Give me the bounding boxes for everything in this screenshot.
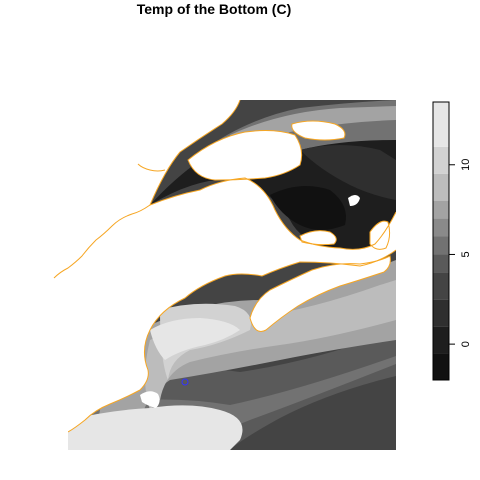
colorbar-band xyxy=(433,299,449,327)
coastlines xyxy=(68,100,396,433)
land-mainland xyxy=(68,100,396,432)
map-title: Temp of the Bottom (C) xyxy=(136,1,292,17)
raster-shelf-mid xyxy=(145,280,396,410)
colorbar-tick-label: 5 xyxy=(460,251,472,257)
colorbar-band xyxy=(433,173,449,201)
colorbar-band xyxy=(433,353,449,380)
coastline-anticosti xyxy=(291,120,346,141)
coastline-mainland xyxy=(68,100,396,433)
coastline-nova-scotia xyxy=(249,255,391,332)
colorbar-band xyxy=(433,200,449,219)
land-cape-breton xyxy=(370,221,390,250)
land-pei xyxy=(300,230,337,245)
colorbar-tick-label: 0 xyxy=(460,341,472,347)
colorbar-band xyxy=(433,102,449,147)
colorbar-frame xyxy=(432,101,450,381)
raster-cold-pool xyxy=(270,186,346,230)
coastline-gaspe xyxy=(187,130,303,181)
land-gaspe xyxy=(188,130,302,180)
raster-georges-bank xyxy=(68,405,243,450)
river-st-lawrence xyxy=(53,163,166,279)
colorbar-tick-label: 10 xyxy=(460,159,472,171)
raster-estuary-upper xyxy=(230,106,396,150)
land-masses xyxy=(68,100,396,432)
raster-gulf-warm xyxy=(150,318,240,360)
land-cape-cod xyxy=(140,391,160,408)
land-magdalen xyxy=(348,195,360,206)
land-anticosti xyxy=(291,121,345,140)
colorbar-band xyxy=(433,326,449,354)
colorbar-band xyxy=(433,146,449,174)
colorbar-band xyxy=(433,254,449,273)
colorbar-band xyxy=(433,218,449,237)
colorbar-band xyxy=(433,272,449,300)
raster-channel-deep xyxy=(300,145,396,200)
colorbar-legend: 0 5 10 xyxy=(432,101,472,381)
station-marker xyxy=(181,378,189,386)
coastline-cape-breton xyxy=(369,220,391,250)
coastline-pei xyxy=(299,230,337,246)
colorbar-band xyxy=(433,236,449,255)
